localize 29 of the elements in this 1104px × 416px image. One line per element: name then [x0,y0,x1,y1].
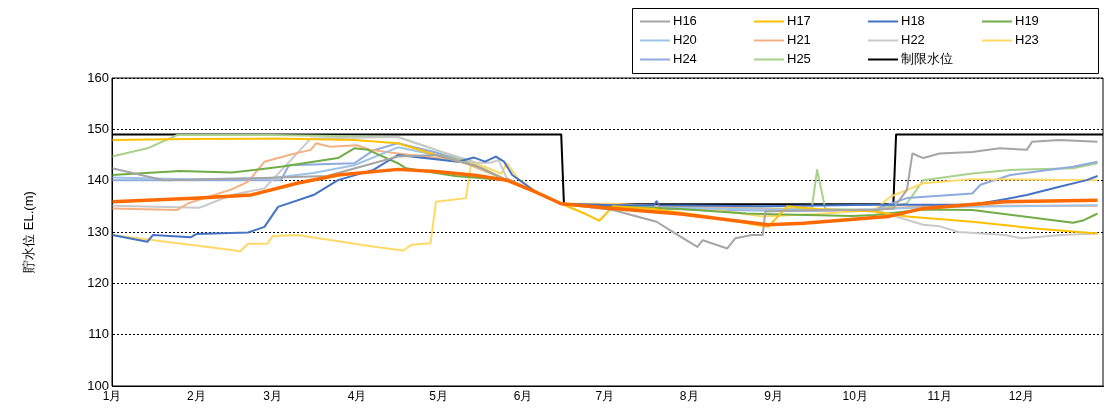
y-tick-label: 160 [87,69,109,85]
legend-label: H24 [673,51,697,67]
legend-label: 制限水位 [901,51,953,67]
y-tick-label: 140 [87,172,109,188]
y-tick-label: 150 [87,120,109,136]
x-tick-label: 11月 [927,388,952,403]
legend-label: H23 [1015,32,1039,48]
y-axis-title: 貯水位 EL.(m) [21,191,37,273]
legend-label: H21 [787,32,811,48]
x-tick-label: 6月 [513,388,533,403]
legend-label: H19 [1015,13,1039,29]
x-tick-label: 12月 [1008,388,1034,403]
y-tick-label: 120 [87,274,109,290]
x-tick-label: 3月 [263,388,282,403]
legend-label: H16 [673,13,697,29]
x-tick-label: 7月 [595,388,615,403]
x-tick-label: 5月 [429,388,449,403]
x-tick-label: 9月 [764,388,783,403]
y-tick-label: 110 [88,326,109,342]
x-tick-label: 10月 [842,388,868,403]
legend-label: H25 [787,51,811,67]
legend-label: H17 [787,13,811,29]
y-tick-label: 130 [87,223,109,239]
x-tick-label: 4月 [347,388,367,403]
x-tick-label: 2月 [187,388,206,403]
x-tick-label: 8月 [679,388,699,403]
legend-label: H18 [901,13,925,29]
legend-label: H22 [901,32,925,48]
legend-label: H20 [673,32,697,48]
